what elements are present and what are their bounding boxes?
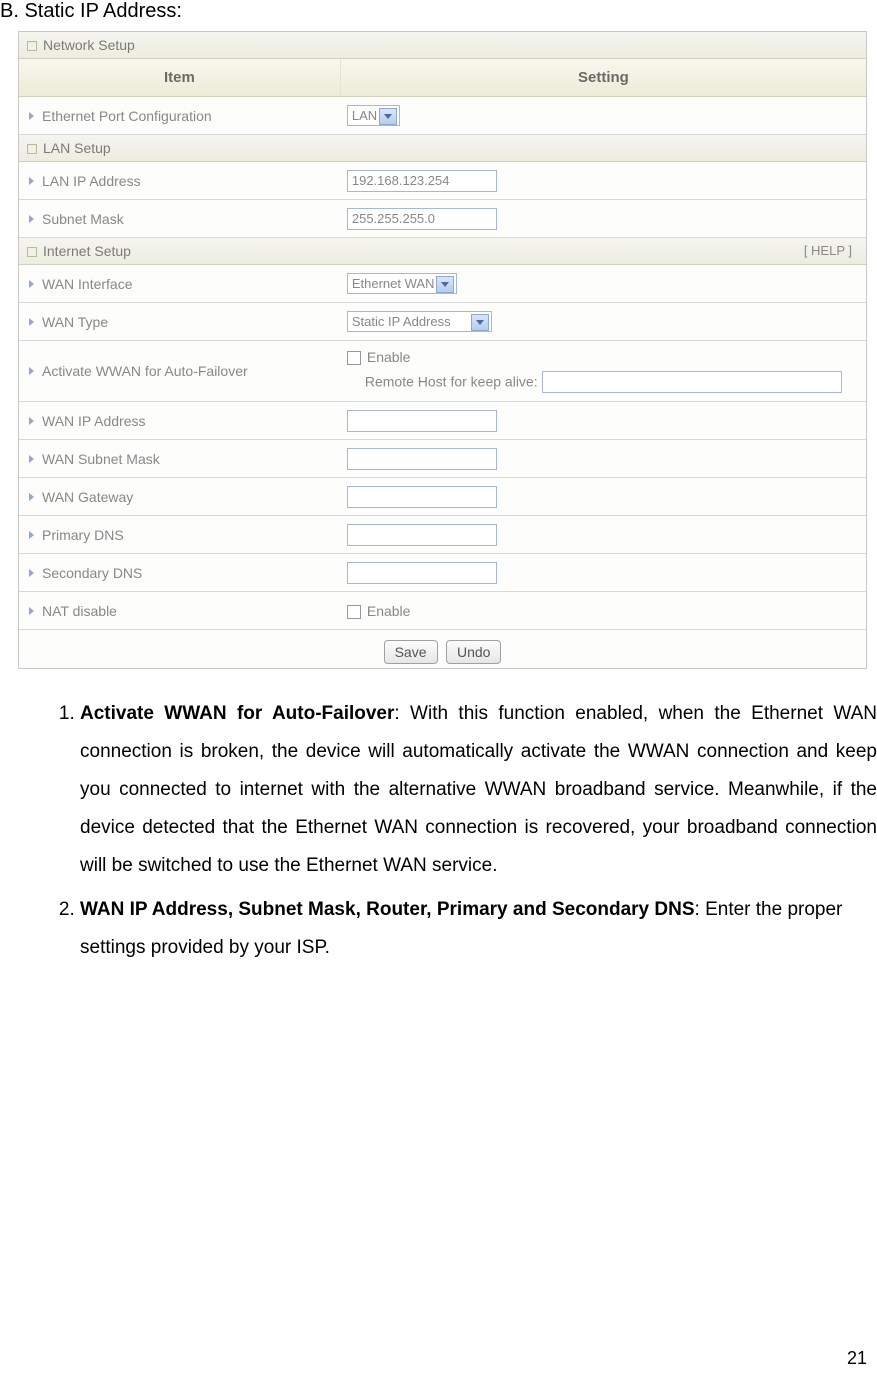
wan-interface-select[interactable]: Ethernet WAN [347,273,458,294]
network-setup-title: Network Setup [43,37,135,53]
button-row: Save Undo [19,630,866,668]
internet-setup-header: Internet Setup [ HELP ] [19,238,866,265]
wan-type-label: WAN Type [19,314,341,330]
wan-ip-row: WAN IP Address [19,402,866,440]
bullet-icon [29,417,34,425]
lan-setup-title: LAN Setup [43,140,111,156]
collapse-icon [27,144,37,154]
bullet-icon [29,569,34,577]
remote-host-label: Remote Host for keep alive: [365,374,538,390]
lan-ip-label: LAN IP Address [19,173,341,189]
bullet-icon [29,280,34,288]
enable-label: Enable [367,349,411,365]
item2-bold: WAN IP Address, Subnet Mask, Router, Pri… [80,899,695,920]
wan-gateway-input[interactable] [347,486,497,508]
col-item-header: Item [19,59,341,96]
wan-subnet-row: WAN Subnet Mask [19,440,866,478]
nat-disable-label: NAT disable [19,603,341,619]
wan-ip-label: WAN IP Address [19,413,341,429]
secondary-dns-input[interactable] [347,562,497,584]
collapse-icon [27,41,37,51]
column-headers: Item Setting [19,59,866,97]
bullet-icon [29,531,34,539]
wan-interface-label: WAN Interface [19,276,341,292]
wan-gateway-row: WAN Gateway [19,478,866,516]
primary-dns-row: Primary DNS [19,516,866,554]
list-item: Activate WWAN for Auto-Failover: With th… [80,695,877,885]
bullet-icon [29,367,34,375]
help-link[interactable]: [ HELP ] [804,243,858,258]
wan-ip-input[interactable] [347,410,497,432]
undo-button[interactable]: Undo [446,640,501,664]
internet-setup-title: Internet Setup [43,243,131,259]
config-panel: Network Setup Item Setting Ethernet Port… [18,31,867,669]
bullet-icon [29,215,34,223]
subnet-label: Subnet Mask [19,211,341,227]
ethernet-port-label: Ethernet Port Configuration [19,108,341,124]
collapse-icon [27,247,37,257]
wan-type-row: WAN Type Static IP Address [19,303,866,341]
remote-host-input[interactable] [542,371,842,393]
network-setup-header: Network Setup [19,32,866,59]
col-setting-header: Setting [341,59,866,96]
secondary-dns-label: Secondary DNS [19,565,341,581]
save-button[interactable]: Save [384,640,438,664]
item1-text: : With this function enabled, when the E… [80,703,877,876]
primary-dns-input[interactable] [347,524,497,546]
page-number: 21 [847,1348,867,1369]
subnet-input[interactable] [347,208,497,230]
subnet-row: Subnet Mask [19,200,866,238]
bullet-icon [29,112,34,120]
ethernet-port-row: Ethernet Port Configuration LAN [19,97,866,135]
wan-subnet-input[interactable] [347,448,497,470]
nat-disable-row: NAT disable Enable [19,592,866,630]
lan-setup-header: LAN Setup [19,135,866,162]
secondary-dns-row: Secondary DNS [19,554,866,592]
wan-interface-row: WAN Interface Ethernet WAN [19,265,866,303]
primary-dns-label: Primary DNS [19,527,341,543]
bullet-icon [29,455,34,463]
bullet-icon [29,607,34,615]
wan-type-select[interactable]: Static IP Address [347,311,492,332]
lan-ip-row: LAN IP Address [19,162,866,200]
lan-ip-input[interactable] [347,170,497,192]
auto-failover-checkbox[interactable] [347,351,361,365]
list-item: WAN IP Address, Subnet Mask, Router, Pri… [80,891,877,967]
bullet-icon [29,177,34,185]
description-list: Activate WWAN for Auto-Failover: With th… [18,695,877,967]
enable-label: Enable [367,603,411,619]
bullet-icon [29,318,34,326]
nat-disable-checkbox[interactable] [347,605,361,619]
wan-subnet-label: WAN Subnet Mask [19,451,341,467]
auto-failover-label: Activate WWAN for Auto-Failover [19,349,341,379]
ethernet-port-select[interactable]: LAN [347,105,400,126]
wan-gateway-label: WAN Gateway [19,489,341,505]
item1-bold: Activate WWAN for Auto-Failover [80,703,394,724]
auto-failover-row: Activate WWAN for Auto-Failover Enable R… [19,341,866,402]
section-heading: B. Static IP Address: [0,0,877,23]
bullet-icon [29,493,34,501]
